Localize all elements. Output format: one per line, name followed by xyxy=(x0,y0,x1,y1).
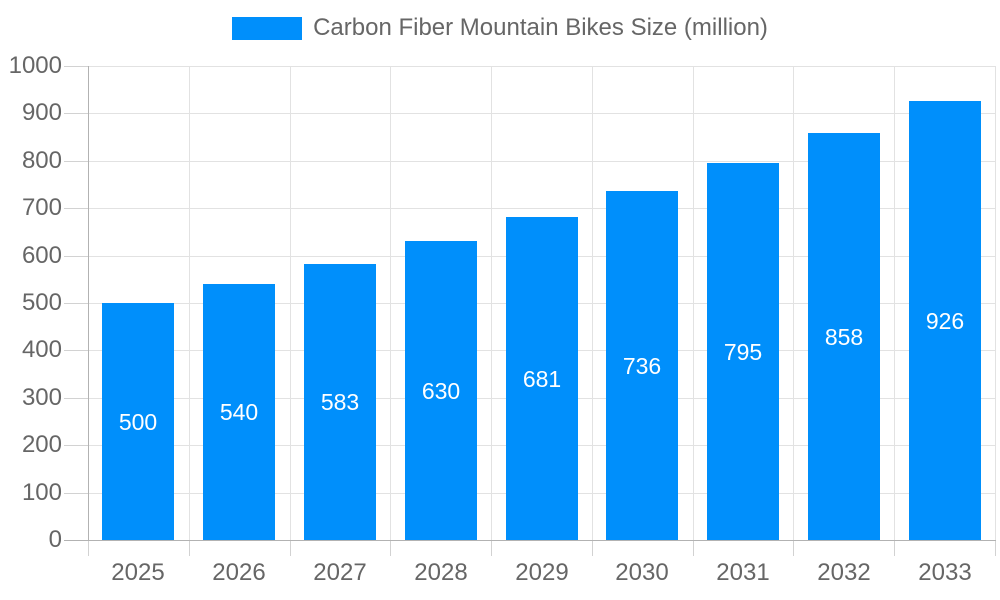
y-axis-tick xyxy=(64,113,88,114)
bar[interactable] xyxy=(102,303,174,540)
bar-value-label: 630 xyxy=(421,378,461,404)
bar-value-label: 583 xyxy=(320,389,360,415)
y-axis-label: 600 xyxy=(21,242,62,269)
x-gridline xyxy=(189,66,190,540)
x-axis-label: 2027 xyxy=(313,559,367,586)
y-gridline xyxy=(88,208,995,209)
x-gridline xyxy=(592,66,593,540)
bar-value-label: 681 xyxy=(522,366,562,392)
x-axis-label: 2026 xyxy=(212,559,266,586)
bar-value-label: 795 xyxy=(723,339,763,365)
x-axis-tick xyxy=(995,540,996,556)
bar-value-label: 500 xyxy=(118,409,158,435)
x-gridline xyxy=(793,66,794,540)
y-axis-tick xyxy=(64,208,88,209)
x-axis-tick xyxy=(189,540,190,556)
x-axis-tick xyxy=(88,540,89,556)
legend-label: Carbon Fiber Mountain Bikes Size (millio… xyxy=(313,14,768,41)
y-axis-label: 200 xyxy=(21,431,62,458)
x-axis-label: 2032 xyxy=(817,559,871,586)
y-axis-line xyxy=(88,66,89,541)
y-axis-label: 0 xyxy=(48,526,62,553)
y-axis-tick xyxy=(64,445,88,446)
x-axis-tick xyxy=(491,540,492,556)
bar[interactable] xyxy=(304,264,376,540)
y-axis-tick xyxy=(64,493,88,494)
y-axis-label: 1000 xyxy=(8,52,62,79)
x-gridline xyxy=(995,66,996,540)
x-gridline xyxy=(290,66,291,540)
bar-value-label: 858 xyxy=(824,324,864,350)
y-axis-label: 300 xyxy=(21,384,62,411)
x-axis-label: 2025 xyxy=(111,559,165,586)
x-axis-tick xyxy=(290,540,291,556)
y-axis-tick xyxy=(64,256,88,257)
y-axis-label: 100 xyxy=(21,479,62,506)
y-axis-label: 900 xyxy=(21,99,62,126)
bar-value-label: 540 xyxy=(219,399,259,425)
y-axis-tick xyxy=(64,161,88,162)
x-axis-tick xyxy=(390,540,391,556)
bar[interactable] xyxy=(405,241,477,540)
bar-value-label: 926 xyxy=(925,308,965,334)
bar[interactable] xyxy=(203,284,275,540)
x-axis-label: 2031 xyxy=(716,559,770,586)
bar[interactable] xyxy=(909,101,981,540)
x-axis-tick xyxy=(894,540,895,556)
y-gridline xyxy=(88,161,995,162)
x-axis-tick xyxy=(592,540,593,556)
y-axis-label: 400 xyxy=(21,336,62,363)
y-axis-tick xyxy=(64,350,88,351)
y-axis-tick xyxy=(64,303,88,304)
y-axis-label: 500 xyxy=(21,289,62,316)
x-axis-label: 2033 xyxy=(918,559,972,586)
bar[interactable] xyxy=(808,133,880,540)
y-gridline xyxy=(88,113,995,114)
x-axis-line xyxy=(64,540,996,541)
chart-legend[interactable]: Carbon Fiber Mountain Bikes Size (millio… xyxy=(0,12,1000,44)
bar[interactable] xyxy=(506,217,578,540)
x-gridline xyxy=(693,66,694,540)
x-gridline xyxy=(894,66,895,540)
x-axis-label: 2029 xyxy=(515,559,569,586)
bar[interactable] xyxy=(707,163,779,540)
x-gridline xyxy=(491,66,492,540)
y-gridline xyxy=(88,66,995,67)
y-axis-tick xyxy=(64,66,88,67)
x-axis-label: 2030 xyxy=(615,559,669,586)
y-axis-label: 800 xyxy=(21,147,62,174)
x-axis-label: 2028 xyxy=(414,559,468,586)
x-gridline xyxy=(390,66,391,540)
y-axis-tick xyxy=(64,398,88,399)
x-axis-tick xyxy=(693,540,694,556)
legend-swatch-icon xyxy=(232,16,303,40)
y-axis-label: 700 xyxy=(21,194,62,221)
bar-value-label: 736 xyxy=(622,353,662,379)
bar[interactable] xyxy=(606,191,678,540)
x-axis-tick xyxy=(793,540,794,556)
